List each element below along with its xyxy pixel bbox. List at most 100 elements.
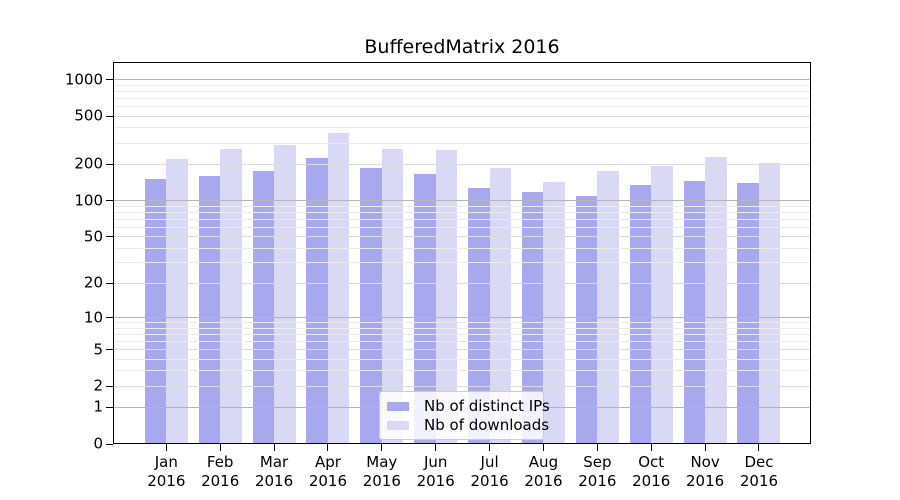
gridline: [113, 358, 811, 360]
bar-aug-ips: [521, 192, 544, 444]
gridline: [113, 84, 811, 86]
x-tick-label: Nov 2016: [686, 453, 725, 490]
y-tick: [106, 443, 113, 445]
gridline: [113, 142, 811, 144]
y-tick-label: 500: [74, 106, 103, 125]
x-tick: [219, 444, 221, 451]
y-tick-label: 200: [74, 154, 103, 173]
y-tick: [106, 317, 113, 319]
gridline: [113, 106, 811, 108]
y-tick: [106, 115, 113, 117]
bar-sep-downloads: [597, 171, 619, 444]
chart-title: BufferedMatrix 2016: [364, 36, 560, 58]
legend-swatch-icon: [387, 420, 409, 430]
x-tick: [596, 444, 598, 451]
gridline: [113, 322, 811, 324]
y-tick-label: 5: [93, 340, 103, 358]
x-tick: [489, 444, 491, 451]
x-tick-label: Sep 2016: [578, 453, 617, 490]
gridline: [113, 282, 811, 284]
gridline: [113, 127, 811, 129]
gridline: [113, 211, 811, 213]
x-tick-label: Apr 2016: [308, 453, 348, 490]
gridline: [113, 218, 811, 220]
y-tick-label: 1000: [64, 70, 103, 89]
y-tick: [106, 282, 113, 284]
x-tick: [273, 444, 275, 451]
gridline: [113, 200, 811, 202]
x-tick: [650, 444, 652, 451]
bar-may-downloads: [381, 149, 404, 444]
legend-item: Nb of distinct IPs: [387, 398, 550, 414]
gridline: [113, 349, 811, 351]
y-tick: [106, 236, 113, 238]
bar-mar-downloads: [274, 144, 296, 444]
gridline: [113, 333, 811, 335]
y-tick-label: 2: [93, 376, 103, 395]
y-tick: [106, 385, 113, 387]
y-tick: [106, 406, 113, 408]
bar-may-ips: [360, 168, 382, 444]
gridline: [113, 327, 811, 329]
gridline: [113, 205, 811, 207]
bar-apr-ips: [306, 158, 328, 444]
legend-item: Nb of downloads: [387, 417, 549, 433]
bar-jun-downloads: [435, 149, 458, 444]
gridline: [113, 163, 811, 165]
x-tick-label: Aug 2016: [524, 453, 563, 490]
bar-nov-ips: [683, 181, 706, 444]
y-tick-label: 1: [93, 397, 103, 416]
gridline: [113, 115, 811, 117]
y-tick: [106, 163, 113, 165]
y-tick: [106, 349, 113, 350]
bar-apr-downloads: [327, 133, 350, 444]
x-tick: [542, 444, 544, 451]
gridline: [113, 236, 811, 238]
x-tick-label: Jan 2016: [147, 453, 186, 490]
y-tick: [106, 200, 113, 202]
gridline: [113, 79, 811, 81]
bar-oct-ips: [629, 184, 652, 444]
bar-jan-downloads: [166, 159, 188, 444]
y-tick-label: 10: [83, 308, 103, 327]
bar-feb-downloads: [220, 148, 242, 444]
x-tick-label: Dec 2016: [739, 453, 779, 490]
plot-area: Nb of distinct IPs Nb of downloads: [113, 62, 811, 444]
y-tick-label: 50: [83, 227, 103, 246]
gridline: [113, 247, 811, 249]
x-tick: [381, 444, 383, 451]
x-tick: [758, 444, 760, 451]
x-tick-label: Mar 2016: [254, 453, 294, 490]
y-tick-label: 20: [83, 273, 103, 292]
x-tick: [165, 444, 167, 451]
x-tick-label: May 2016: [362, 453, 401, 490]
gridline: [113, 262, 811, 264]
bar-nov-downloads: [705, 156, 727, 444]
x-tick-label: Feb 2016: [201, 453, 240, 490]
x-tick-label: Oct 2016: [632, 453, 671, 490]
gridline: [113, 317, 811, 319]
bar-jul-ips: [468, 187, 490, 444]
y-tick-label: 0: [93, 434, 103, 453]
gridline: [113, 370, 811, 372]
bar-oct-downloads: [651, 166, 673, 444]
x-tick: [435, 444, 437, 451]
legend: Nb of distinct IPs Nb of downloads: [379, 391, 550, 440]
bar-dec-ips: [737, 183, 759, 444]
bar-sep-ips: [575, 195, 598, 444]
bar-dec-downloads: [758, 162, 781, 444]
legend-label: Nb of downloads: [424, 416, 550, 434]
bar-feb-ips: [198, 176, 221, 444]
x-tick: [704, 444, 706, 451]
gridline: [113, 385, 811, 387]
bar-jun-ips: [414, 173, 436, 444]
x-tick-label: Jul 2016: [470, 453, 509, 490]
bar-mar-ips: [252, 171, 275, 444]
bar-jan-ips: [144, 179, 167, 444]
gridline: [113, 97, 811, 99]
gridline: [113, 90, 811, 92]
gridline: [113, 226, 811, 228]
y-tick-label: 100: [74, 191, 103, 210]
gridline: [113, 340, 811, 342]
